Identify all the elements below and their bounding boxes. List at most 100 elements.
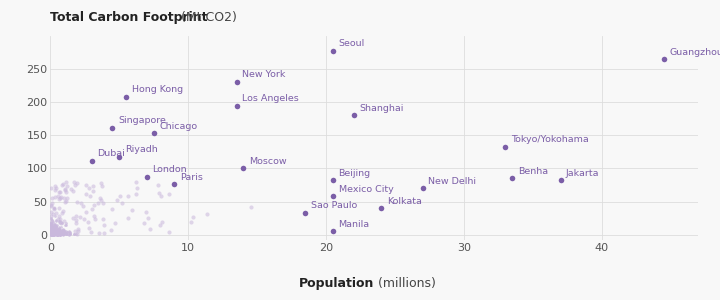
Point: [45, 231, 56, 236]
Point: [60, 190, 71, 195]
Point: [54, 227, 66, 232]
Point: [53, 228, 65, 233]
Text: Paris: Paris: [180, 173, 203, 182]
Point: [48, 222, 60, 227]
Point: [55, 231, 66, 236]
Point: [52, 232, 63, 237]
Point: [49, 222, 60, 227]
Point: [45, 221, 57, 226]
Point: [53, 218, 65, 223]
Point: [45, 232, 56, 237]
Point: [46, 230, 58, 235]
Point: [61, 232, 73, 237]
Point: [76, 201, 87, 206]
Point: [48, 207, 60, 212]
Point: [97, 217, 109, 221]
Point: [45, 216, 57, 221]
Point: [45, 232, 56, 236]
Point: [99, 223, 110, 227]
Point: [48, 224, 60, 228]
Point: [47, 230, 58, 235]
Point: [45, 222, 56, 227]
Point: [51, 232, 63, 237]
Point: [46, 228, 58, 232]
Point: [50, 186, 61, 191]
Point: [69, 182, 81, 187]
Point: [140, 209, 152, 214]
Point: [64, 232, 76, 237]
Point: [376, 206, 387, 211]
Point: [45, 222, 57, 227]
Point: [188, 214, 199, 219]
Point: [45, 204, 57, 208]
Point: [50, 224, 62, 229]
Point: [96, 184, 108, 188]
Point: [81, 191, 92, 196]
Point: [238, 166, 249, 171]
Point: [153, 182, 164, 187]
Point: [47, 227, 58, 232]
Point: [49, 228, 60, 232]
Point: [50, 231, 61, 236]
Point: [46, 231, 58, 236]
Point: [45, 228, 57, 233]
Point: [45, 231, 56, 236]
Point: [51, 231, 63, 236]
Text: (millions): (millions): [374, 277, 436, 290]
Point: [54, 196, 66, 201]
Point: [45, 202, 57, 207]
Point: [45, 232, 57, 237]
Point: [46, 221, 58, 226]
Point: [73, 214, 85, 219]
Point: [53, 232, 64, 237]
Point: [84, 186, 95, 191]
Text: New Delhi: New Delhi: [428, 177, 476, 186]
Point: [45, 232, 57, 237]
Point: [50, 229, 61, 234]
Point: [48, 224, 60, 229]
Point: [45, 232, 56, 236]
Point: [57, 229, 68, 233]
Text: Seoul: Seoul: [338, 39, 365, 48]
Text: Moscow: Moscow: [249, 157, 287, 166]
Point: [130, 180, 142, 185]
Point: [53, 231, 64, 236]
Point: [54, 230, 66, 234]
Point: [60, 221, 71, 226]
Point: [300, 210, 311, 215]
Point: [87, 183, 99, 188]
Point: [51, 231, 63, 236]
Text: Hong Kong: Hong Kong: [132, 85, 183, 94]
Point: [84, 226, 95, 231]
Point: [47, 231, 58, 236]
Point: [328, 229, 339, 234]
Text: New York: New York: [242, 70, 285, 79]
Point: [45, 229, 56, 234]
Point: [50, 229, 62, 234]
Point: [45, 232, 57, 237]
Point: [67, 189, 78, 194]
Point: [138, 220, 150, 225]
Point: [45, 232, 57, 237]
Point: [105, 227, 117, 232]
Point: [50, 229, 62, 234]
Text: Tokyo/Yokohama: Tokyo/Yokohama: [511, 135, 589, 144]
Point: [46, 232, 58, 237]
Point: [54, 229, 66, 233]
Point: [55, 231, 66, 236]
Point: [47, 231, 58, 236]
Point: [153, 190, 165, 195]
Point: [52, 231, 63, 236]
Text: Kolkata: Kolkata: [387, 196, 422, 206]
Point: [53, 229, 64, 233]
Point: [58, 230, 69, 235]
Point: [48, 227, 60, 232]
Point: [45, 225, 57, 230]
Point: [46, 226, 58, 230]
Point: [47, 231, 58, 236]
Point: [45, 229, 57, 234]
Point: [89, 214, 100, 218]
Point: [45, 228, 57, 232]
Point: [63, 232, 75, 237]
Point: [55, 195, 67, 200]
